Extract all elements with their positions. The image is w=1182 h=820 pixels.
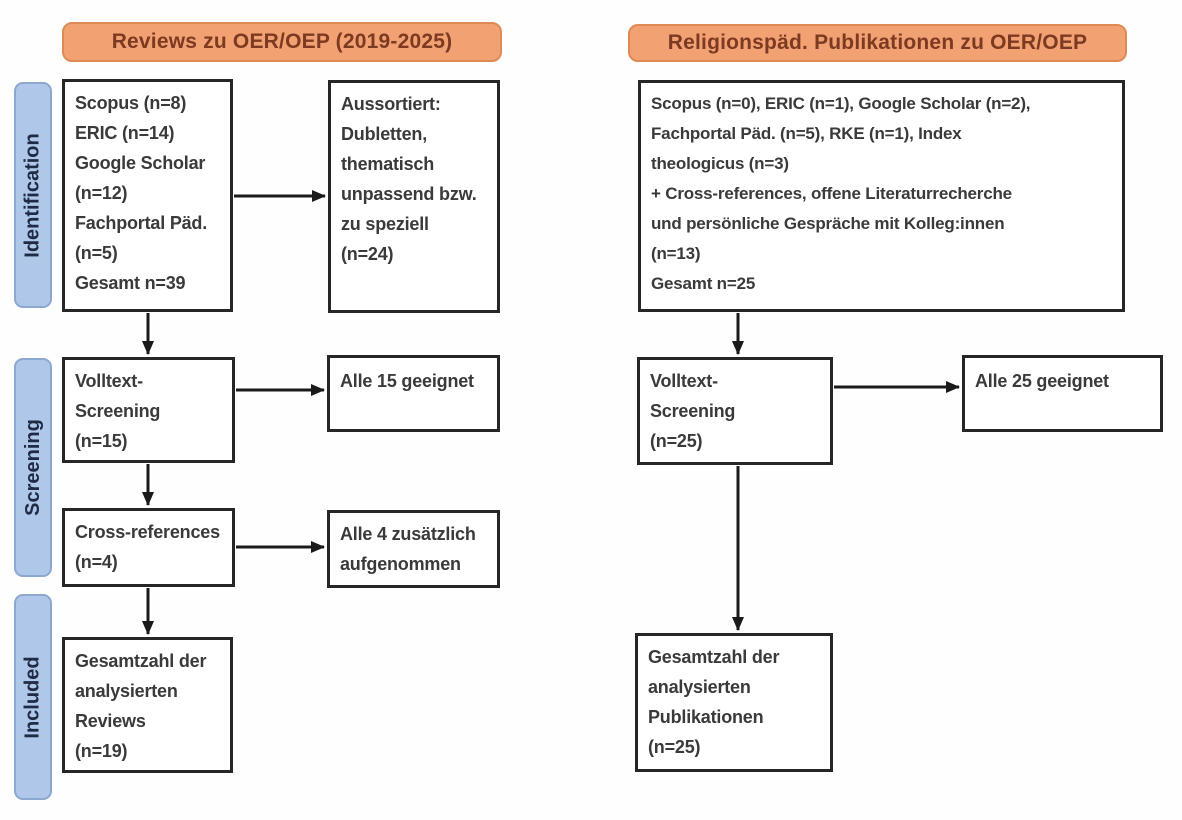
left-crossref-result-box: Alle 4 zusätzlich aufgenommen <box>327 510 500 588</box>
right-fulltext-screening-box: Volltext- Screening (n=25) <box>637 357 833 465</box>
right-identification-box: Scopus (n=0), ERIC (n=1), Google Scholar… <box>638 80 1125 312</box>
left-included-box: Gesamtzahl der analysierten Reviews (n=1… <box>62 637 233 773</box>
left-fulltext-result-box: Alle 15 geeignet <box>327 355 500 432</box>
stage-label-screening-text: Screening <box>21 419 44 516</box>
left-excluded-box: Aussortiert: Dubletten, thematisch unpas… <box>328 80 500 313</box>
stage-label-included-text: Included <box>21 655 44 739</box>
stage-label-identification: Identification <box>14 82 52 308</box>
stage-label-screening: Screening <box>14 358 52 577</box>
right-included-box: Gesamtzahl der analysierten Publikatione… <box>635 633 833 772</box>
column-header-religionspaed: Religionspäd. Publikationen zu OER/OEP <box>628 24 1127 62</box>
column-header-reviews: Reviews zu OER/OEP (2019-2025) <box>62 22 502 62</box>
left-identification-box: Scopus (n=8) ERIC (n=14) Google Scholar … <box>62 79 233 312</box>
left-fulltext-screening-box: Volltext- Screening (n=15) <box>62 357 235 463</box>
stage-label-included: Included <box>14 594 52 800</box>
stage-label-identification-text: Identification <box>21 132 44 258</box>
right-fulltext-result-box: Alle 25 geeignet <box>962 355 1163 432</box>
left-crossref-box: Cross-references (n=4) <box>62 508 235 587</box>
